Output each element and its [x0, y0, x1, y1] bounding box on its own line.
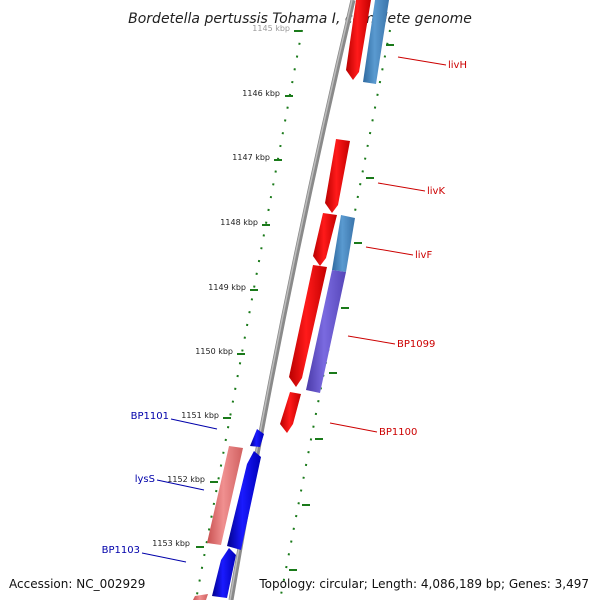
cds-arrow-BP1100[interactable]	[280, 392, 301, 433]
label-leader	[141, 552, 187, 563]
label-leader	[329, 422, 378, 433]
gene-label-BP1100[interactable]: BP1100	[379, 427, 417, 438]
reverse-gene-labels: BP1101 lysS BP1103	[102, 411, 218, 563]
tick-label: 1152 kbp	[167, 475, 205, 484]
feature-block[interactable]	[363, 0, 389, 84]
major-ticks	[196, 30, 302, 548]
tick-label: 1146 kbp	[242, 89, 280, 98]
gene-label-livF[interactable]: livF	[415, 250, 432, 261]
cds-arrow-lysS[interactable]	[227, 451, 261, 550]
tick-label: 1148 kbp	[220, 218, 258, 227]
feature-block[interactable]	[207, 446, 243, 545]
label-leader	[156, 479, 205, 491]
inner-ruler-dashes	[289, 44, 394, 571]
forward-feature-track	[306, 0, 389, 393]
cds-arrow-BP1099[interactable]	[289, 265, 327, 387]
gene-label-lysS[interactable]: lysS	[135, 474, 155, 485]
feature-block[interactable]	[193, 594, 208, 600]
cds-arrow-livF[interactable]	[313, 213, 337, 266]
accession-text: Accession: NC_002929	[9, 577, 146, 591]
reverse-feature-track	[193, 446, 243, 600]
tick-label: 1151 kbp	[181, 411, 219, 420]
gene-label-livH[interactable]: livH	[448, 60, 467, 71]
gene-label-BP1103[interactable]: BP1103	[102, 545, 140, 556]
forward-cds-track	[280, 0, 371, 433]
label-leader	[170, 418, 218, 430]
gene-label-livK[interactable]: livK	[427, 186, 445, 197]
label-leader	[347, 335, 396, 345]
reverse-cds-track	[212, 429, 264, 598]
tick-label: 1147 kbp	[232, 153, 270, 162]
tick-label: 1149 kbp	[208, 283, 246, 292]
cds-arrow-BP1101[interactable]	[250, 429, 264, 447]
tick-label: 1150 kbp	[195, 347, 233, 356]
tick-label: 1153 kbp	[152, 539, 190, 548]
topology-summary: Topology: circular; Length: 4,086,189 bp…	[259, 577, 589, 591]
label-leader	[377, 182, 426, 192]
cds-arrow-livH[interactable]	[346, 0, 371, 80]
forward-gene-labels: livH livK livF BP1099 BP1100	[329, 56, 467, 438]
feature-block[interactable]	[332, 215, 355, 272]
map-title: Bordetella pertussis Tohama I, complete …	[128, 11, 472, 27]
gene-label-BP1101[interactable]: BP1101	[131, 411, 169, 422]
tick-label: 1145 kbp	[252, 24, 290, 33]
feature-block[interactable]	[306, 270, 346, 393]
label-leader	[397, 56, 447, 66]
cds-arrow-livK[interactable]	[325, 139, 350, 213]
label-leader	[365, 246, 414, 256]
cds-arrow-BP1103[interactable]	[212, 548, 236, 598]
gene-label-BP1099[interactable]: BP1099	[397, 339, 435, 350]
